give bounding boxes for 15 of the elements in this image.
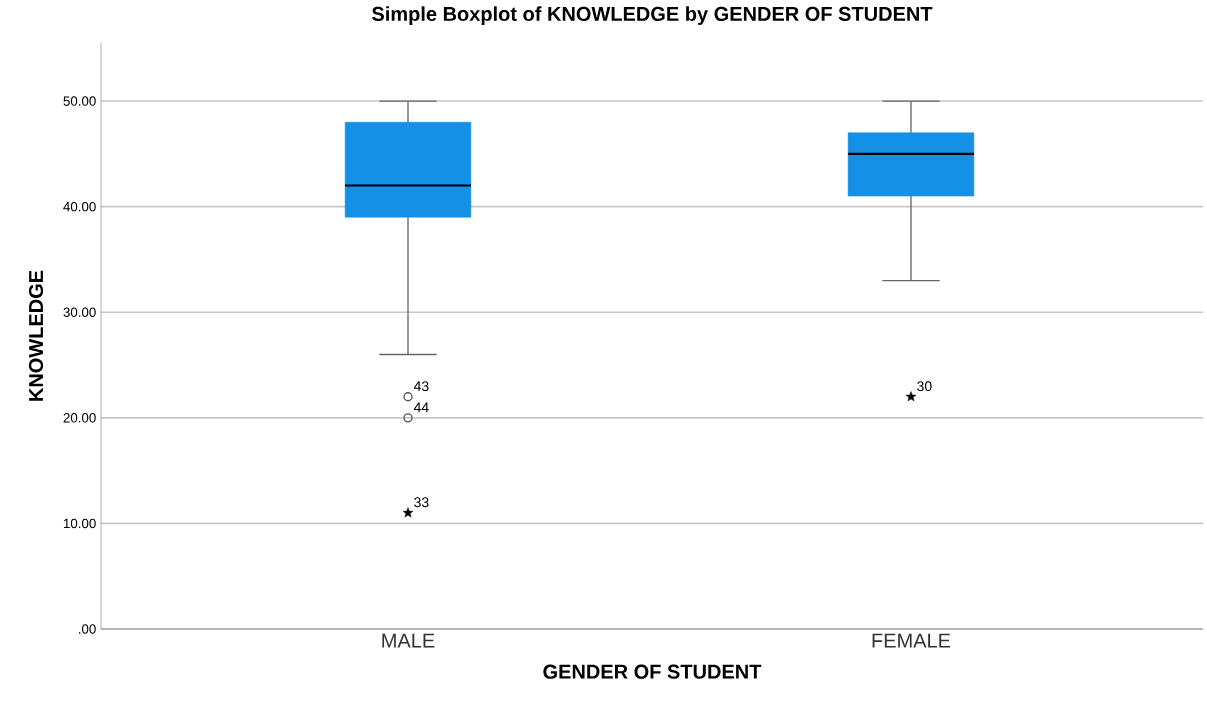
x-tick-label: MALE xyxy=(382,633,435,648)
y-tick-label: .00 xyxy=(78,624,96,634)
x-tick-label: FEMALE xyxy=(872,633,951,648)
annotation: 44 xyxy=(413,402,429,413)
annotation: 30 xyxy=(917,381,932,392)
y-tick-label: 50.00 xyxy=(63,96,96,106)
x-axis-title: GENDER OF STUDENT xyxy=(543,664,762,679)
y-axis-title: KNOWLEDGE xyxy=(28,270,44,401)
y-tick-label: 40.00 xyxy=(63,201,96,212)
y-tick-label: 30.00 xyxy=(63,307,96,317)
annotation: 33 xyxy=(414,497,429,508)
y-tick-label: 20.00 xyxy=(63,413,96,423)
annotation: 43 xyxy=(413,381,429,392)
chart-title: Simple Boxplot of KNOWLEDGE by GENDER OF STUDENT xyxy=(372,6,933,25)
y-tick-label: 10.00 xyxy=(63,518,96,529)
